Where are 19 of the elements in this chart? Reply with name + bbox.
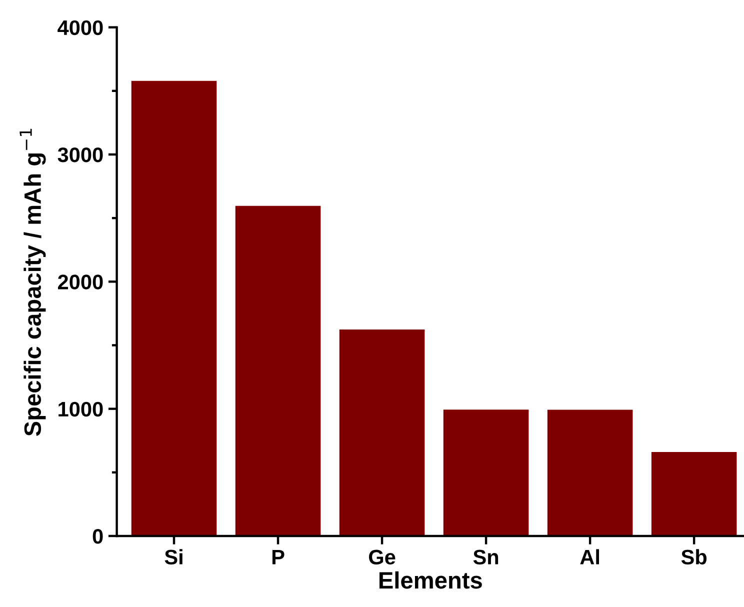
- y-tick-label: 1000: [58, 402, 103, 417]
- x-tick-label: Sb: [681, 549, 707, 564]
- y-tick-label: 3000: [58, 147, 103, 162]
- x-tick-label: Sn: [473, 550, 498, 564]
- x-tick-label: P: [272, 550, 284, 564]
- y-tick-label: 0: [92, 528, 103, 544]
- x-tick-label: Ge: [369, 550, 396, 564]
- bar: [443, 410, 529, 536]
- bar: [131, 80, 217, 536]
- x-tick-label: Al: [580, 549, 600, 564]
- y-tick-label: 2000: [58, 274, 103, 290]
- y-tick-label: 4000: [58, 20, 103, 36]
- x-tick-label: Si: [164, 549, 182, 564]
- y-axis-title: Specific capacity / mAh g$^{−1}$: [20, 128, 46, 436]
- bar: [651, 452, 737, 536]
- bar: [235, 206, 321, 536]
- x-axis-title: Elements: [379, 571, 482, 589]
- bar: [339, 329, 425, 536]
- bar: [547, 410, 633, 536]
